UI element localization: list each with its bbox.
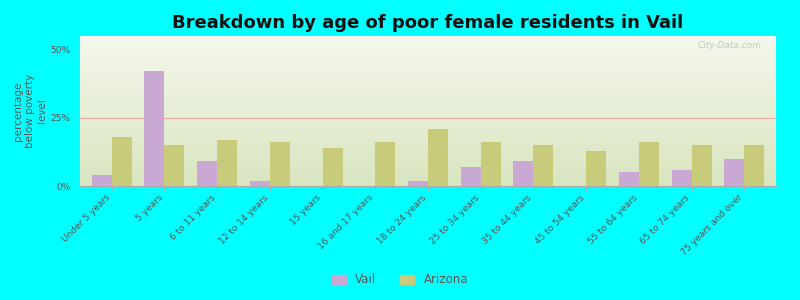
Bar: [428, 129, 448, 186]
Bar: [375, 142, 395, 186]
Title: Breakdown by age of poor female residents in Vail: Breakdown by age of poor female resident…: [172, 14, 684, 32]
Bar: [534, 145, 554, 186]
Text: City-Data.com: City-Data.com: [698, 40, 762, 50]
Bar: [481, 142, 501, 186]
Bar: [197, 161, 217, 186]
Bar: [461, 167, 481, 186]
Legend: Vail, Arizona: Vail, Arizona: [327, 269, 473, 291]
Bar: [144, 71, 164, 186]
Bar: [724, 159, 744, 186]
Bar: [322, 148, 342, 186]
Bar: [217, 140, 237, 186]
Bar: [692, 145, 712, 186]
Bar: [744, 145, 765, 186]
Bar: [164, 145, 184, 186]
Bar: [514, 161, 534, 186]
Bar: [270, 142, 290, 186]
Bar: [408, 181, 428, 186]
Bar: [639, 142, 659, 186]
Bar: [672, 169, 692, 186]
Bar: [112, 137, 132, 186]
Bar: [586, 151, 606, 186]
Bar: [619, 172, 639, 186]
Bar: [250, 181, 270, 186]
Bar: [92, 175, 112, 186]
Y-axis label: percentage
below poverty
level: percentage below poverty level: [13, 74, 47, 148]
